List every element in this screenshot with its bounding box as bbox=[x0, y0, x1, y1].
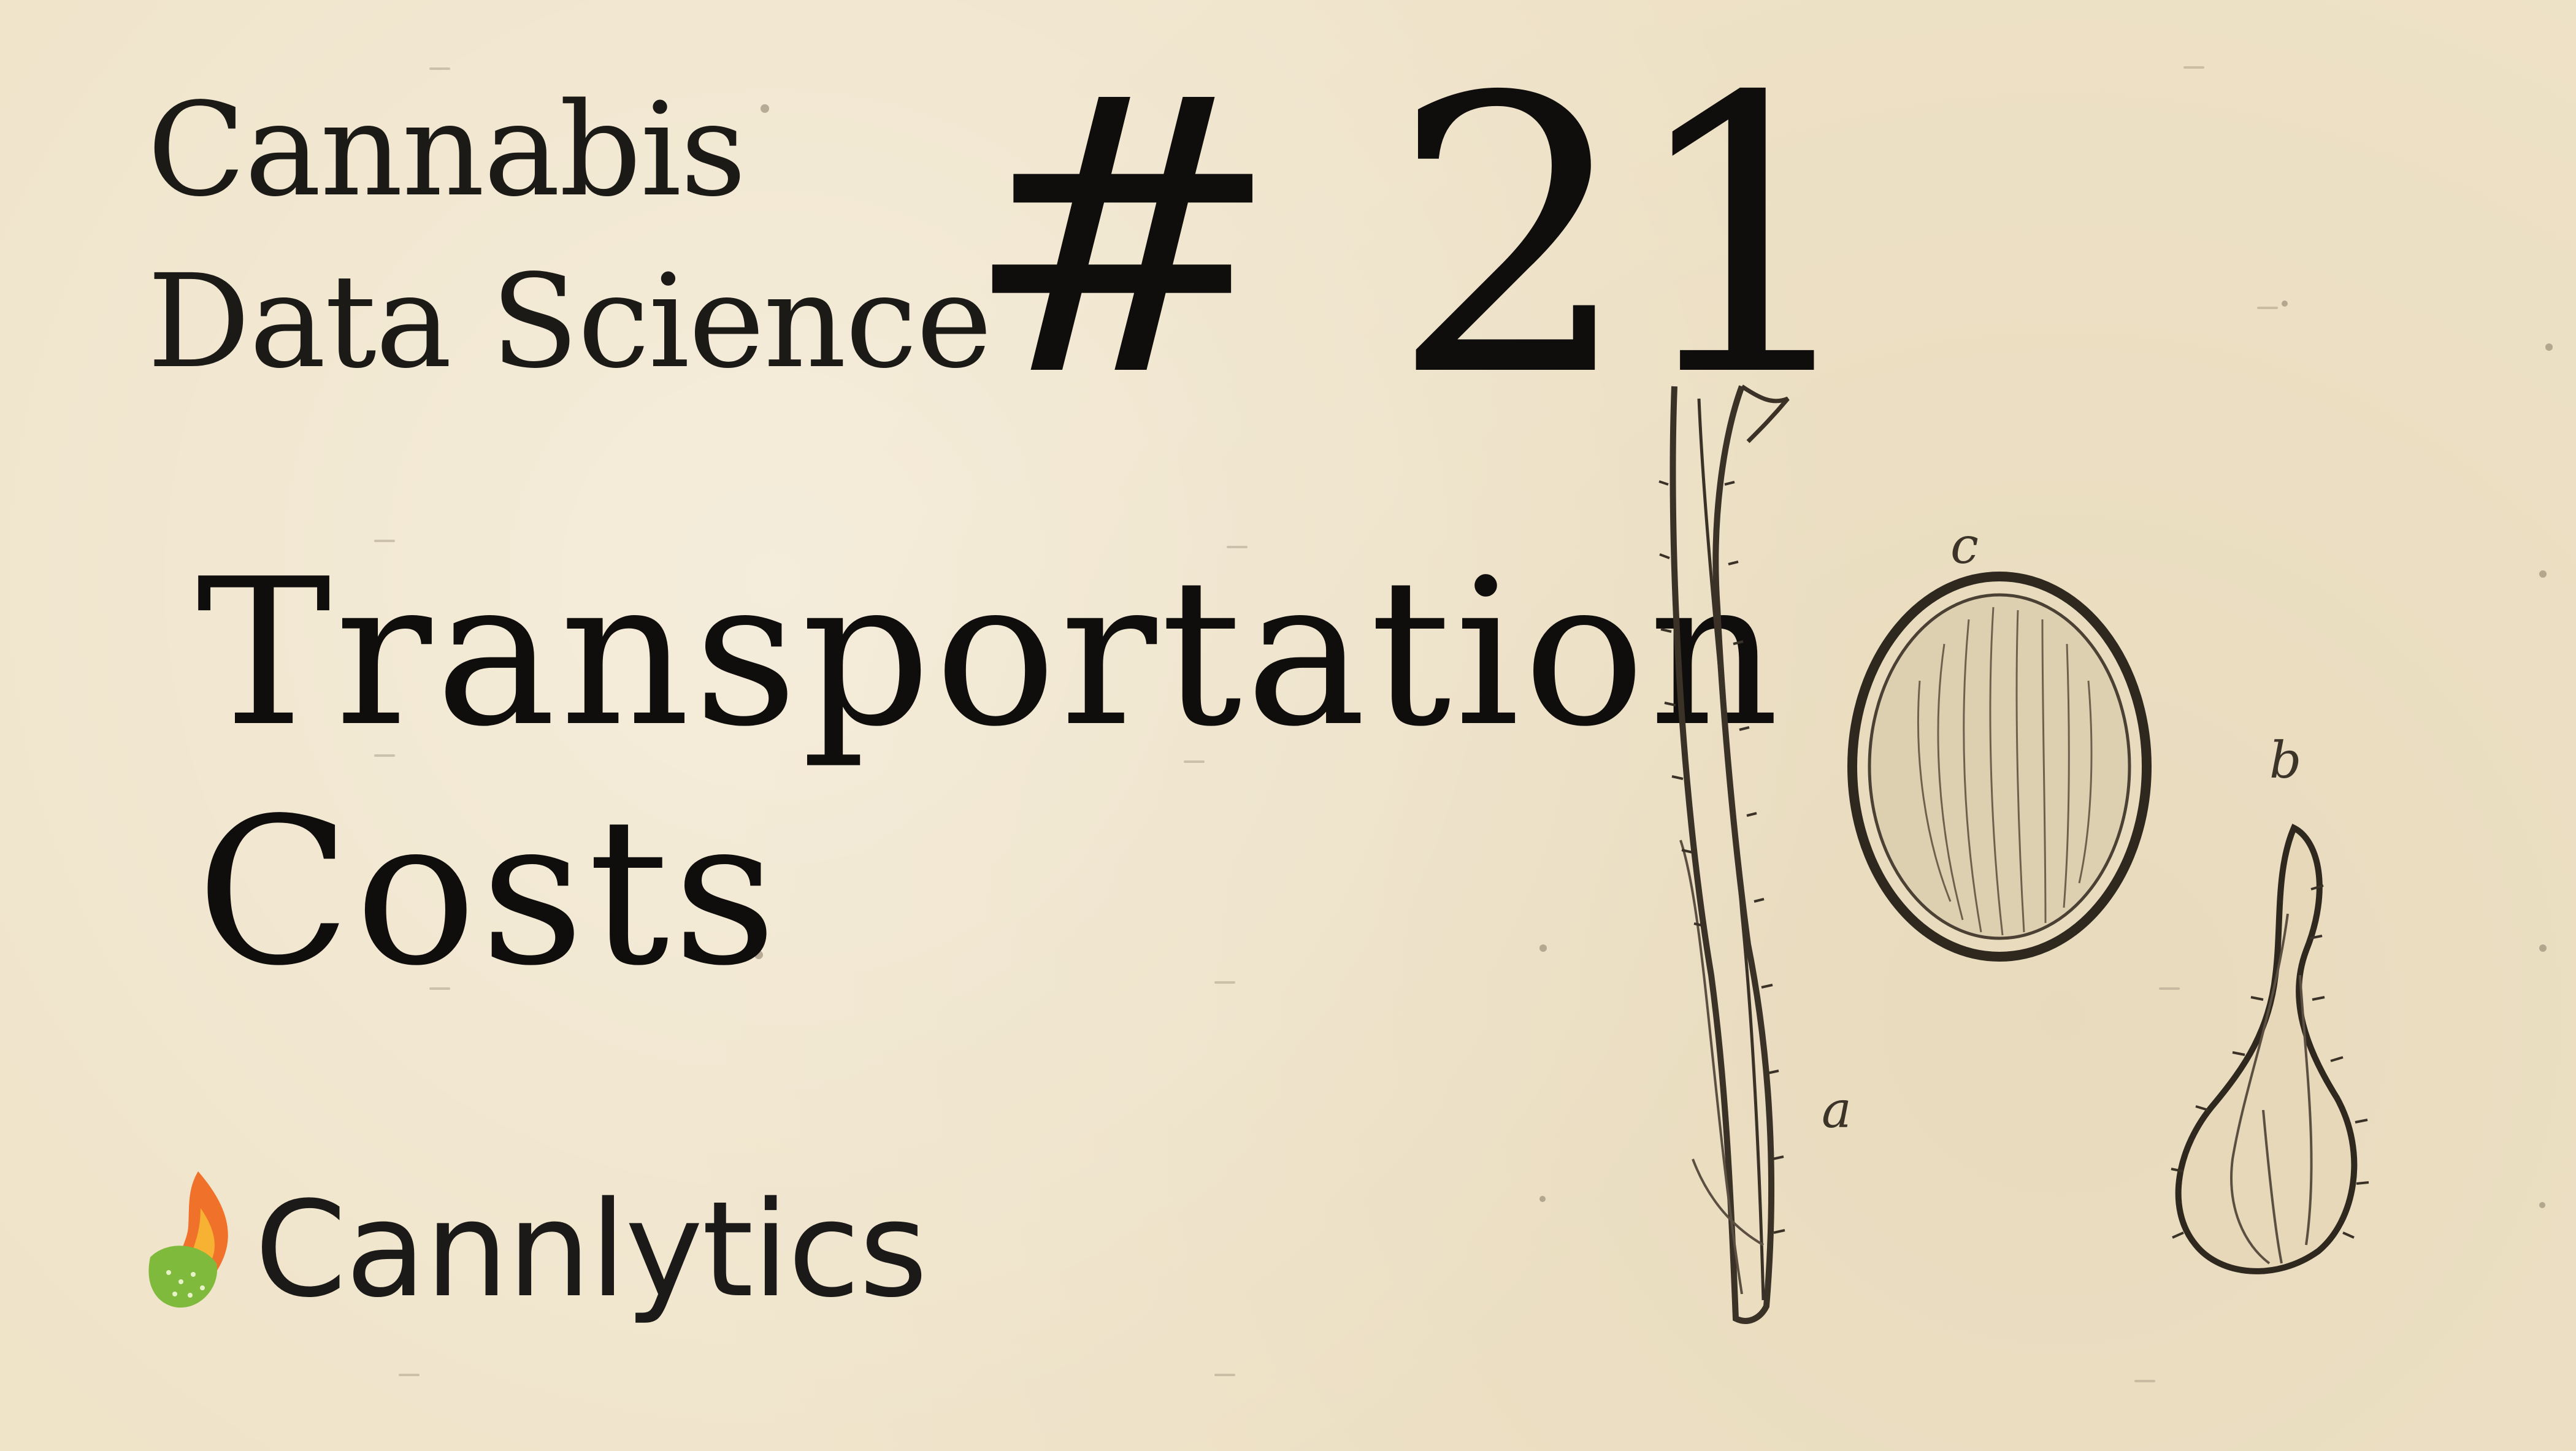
paper-speck bbox=[2545, 343, 2553, 351]
figure-label-a: a bbox=[1822, 1081, 1852, 1139]
cannabis-seed-illustration: a b c bbox=[1656, 362, 2392, 1331]
paper-mark bbox=[2257, 307, 2278, 309]
seed-drawing bbox=[1658, 385, 2369, 1324]
paper-mark bbox=[2134, 1380, 2155, 1382]
series-title-line-1: Cannabis bbox=[147, 75, 746, 225]
paper-mark bbox=[429, 67, 450, 70]
paper-speck bbox=[1539, 1196, 1546, 1202]
episode-number: # 21 bbox=[963, 18, 1868, 460]
paper-mark bbox=[2183, 66, 2204, 69]
paper-mark bbox=[429, 987, 450, 990]
paper-speck bbox=[2539, 570, 2547, 578]
topic-title-line-2: Costs bbox=[196, 775, 781, 1010]
figure-label-b: b bbox=[2269, 732, 2302, 790]
flame-leaf-icon bbox=[148, 1171, 228, 1308]
paper-mark bbox=[374, 540, 395, 542]
topic-title-line-1: Transportation bbox=[196, 535, 1783, 771]
figure-label-c: c bbox=[1950, 517, 1979, 575]
paper-speck bbox=[1539, 944, 1547, 952]
series-title-line-2: Data Science bbox=[147, 247, 992, 397]
paper-mark bbox=[1214, 981, 1235, 984]
paper-mark bbox=[1184, 760, 1205, 763]
paper-mark bbox=[2159, 987, 2180, 990]
paper-speck bbox=[2282, 301, 2288, 307]
brand-name: Cannlytics bbox=[255, 1173, 928, 1327]
paper-speck bbox=[761, 104, 769, 113]
paper-mark bbox=[399, 1374, 420, 1376]
paper-mark bbox=[374, 754, 395, 757]
paper-speck bbox=[2539, 944, 2547, 952]
paper-speck bbox=[2539, 1202, 2545, 1208]
paper-mark bbox=[1227, 546, 1248, 548]
paper-mark bbox=[1214, 1374, 1235, 1376]
paper-speck bbox=[754, 951, 763, 959]
